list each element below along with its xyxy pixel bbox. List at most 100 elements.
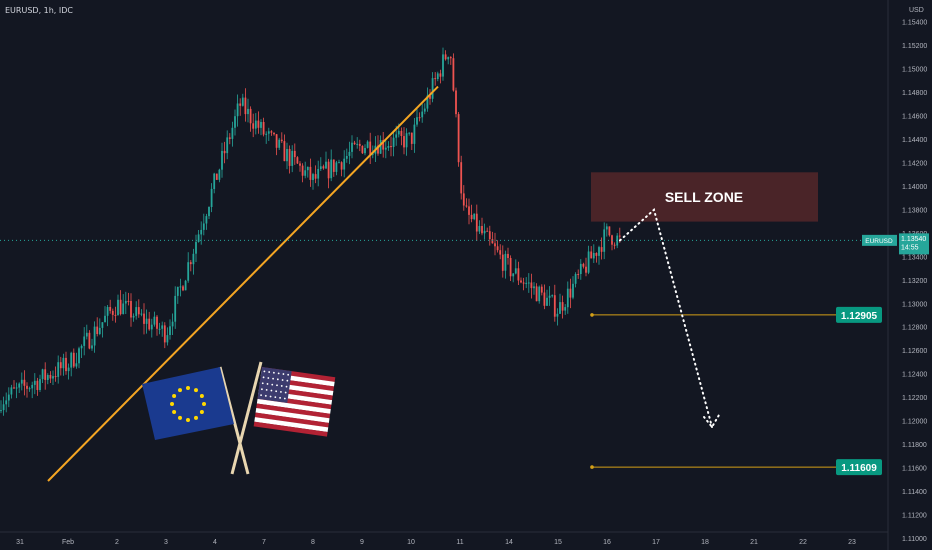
- candle-body: [124, 300, 127, 304]
- candle-body: [351, 142, 353, 152]
- price-tick-label: 1.11400: [902, 489, 927, 496]
- candle-body: [275, 134, 278, 148]
- price-tick-label: 1.15400: [902, 20, 927, 27]
- time-tick-label: 22: [799, 539, 807, 546]
- candle-body: [309, 166, 312, 180]
- candle-body: [423, 108, 426, 112]
- price-tick-label: 1.11000: [902, 536, 927, 543]
- candle-body: [540, 286, 543, 293]
- sell-zone-label: SELL ZONE: [665, 189, 743, 205]
- eu-star: [202, 402, 206, 406]
- candle-body: [520, 280, 522, 283]
- candle-body: [473, 213, 476, 220]
- candle-body: [184, 280, 187, 291]
- candle-body: [535, 286, 538, 302]
- level-anchor: [590, 465, 594, 469]
- candle-body: [530, 282, 533, 289]
- eu-flag-icon: [142, 366, 250, 475]
- candle-body: [174, 295, 177, 322]
- candle-body: [413, 124, 416, 144]
- candle-body: [462, 193, 465, 206]
- candle-body: [54, 376, 57, 378]
- candle-body: [553, 295, 556, 317]
- candle-body: [457, 114, 460, 163]
- us-star: [261, 388, 263, 391]
- candle-body: [579, 263, 582, 274]
- sell-zone[interactable]: SELL ZONE: [591, 172, 818, 222]
- time-tick-label: 18: [701, 539, 709, 546]
- candle-body: [153, 316, 156, 325]
- candle-body: [600, 247, 603, 252]
- candle-body: [49, 375, 52, 379]
- candle-body: [70, 352, 73, 368]
- us-star: [287, 373, 290, 376]
- candle-body: [278, 139, 281, 148]
- candle-body: [262, 122, 265, 135]
- candle-body: [460, 162, 463, 194]
- candle-body: [280, 139, 283, 142]
- candle-body: [52, 376, 54, 379]
- projection-arrow[interactable]: [619, 207, 713, 428]
- time-axis[interactable]: 31 Feb 2 3 4 7 8 9 10 11 14 15 16 17 18 21 22 23: [0, 531, 888, 546]
- candle-body: [382, 140, 385, 150]
- candle-body: [192, 253, 195, 265]
- candle-body: [410, 132, 413, 144]
- us-star: [267, 377, 270, 379]
- candle-body: [39, 379, 41, 390]
- candle-body: [98, 327, 101, 334]
- candle-body: [200, 229, 203, 235]
- candle-body: [468, 206, 470, 215]
- candle-body: [426, 95, 429, 109]
- candle-body: [166, 335, 169, 343]
- current-price: 1.13540: [901, 236, 926, 243]
- candle-body: [509, 258, 512, 277]
- candle-body: [418, 117, 421, 119]
- eu-star: [178, 415, 182, 420]
- candle-body: [20, 379, 23, 384]
- candle-body: [119, 299, 122, 315]
- candle-body: [577, 274, 580, 275]
- candle-body: [475, 213, 478, 232]
- us-star: [263, 370, 266, 373]
- candle-body: [444, 54, 447, 60]
- trendline[interactable]: [47, 85, 439, 482]
- price-tick-label: 1.14200: [902, 160, 927, 167]
- us-star: [262, 376, 265, 379]
- us-star: [286, 379, 289, 382]
- candle-body: [299, 163, 301, 166]
- price-tick-label: 1.14600: [902, 113, 927, 120]
- candle-body: [369, 141, 372, 155]
- eu-star: [172, 410, 177, 414]
- candle-body: [559, 302, 561, 314]
- candle-body: [431, 78, 434, 99]
- candle-body: [356, 143, 359, 145]
- candle-body: [325, 161, 327, 169]
- us-star: [277, 372, 280, 375]
- candle-body: [491, 239, 494, 244]
- candle-body: [488, 231, 491, 240]
- us-stripe: [255, 407, 330, 423]
- candle-body: [421, 111, 424, 118]
- candle-body: [228, 137, 231, 139]
- candle-body: [57, 362, 60, 377]
- us-star: [276, 378, 279, 381]
- price-tick-label: 1.15000: [902, 67, 927, 74]
- candle-body: [455, 90, 457, 115]
- price-axis[interactable]: USD 1.15400 1.15200 1.15000 1.14800 1.14600 1…: [862, 0, 929, 550]
- us-star: [270, 389, 273, 392]
- time-tick-label: 14: [505, 539, 513, 546]
- candle-body: [361, 145, 364, 154]
- candle-body: [442, 54, 444, 77]
- candle-body: [340, 162, 343, 170]
- candle-body: [512, 273, 515, 277]
- candle-body: [301, 165, 304, 176]
- candle-body: [590, 251, 593, 259]
- candle-body: [436, 73, 439, 79]
- candle-body: [23, 379, 26, 386]
- candle-body: [595, 253, 598, 256]
- candle-body: [13, 387, 15, 389]
- time-tick-label: 4: [213, 539, 217, 546]
- candle-body: [408, 132, 411, 134]
- price-tick-label: 1.14000: [902, 184, 927, 191]
